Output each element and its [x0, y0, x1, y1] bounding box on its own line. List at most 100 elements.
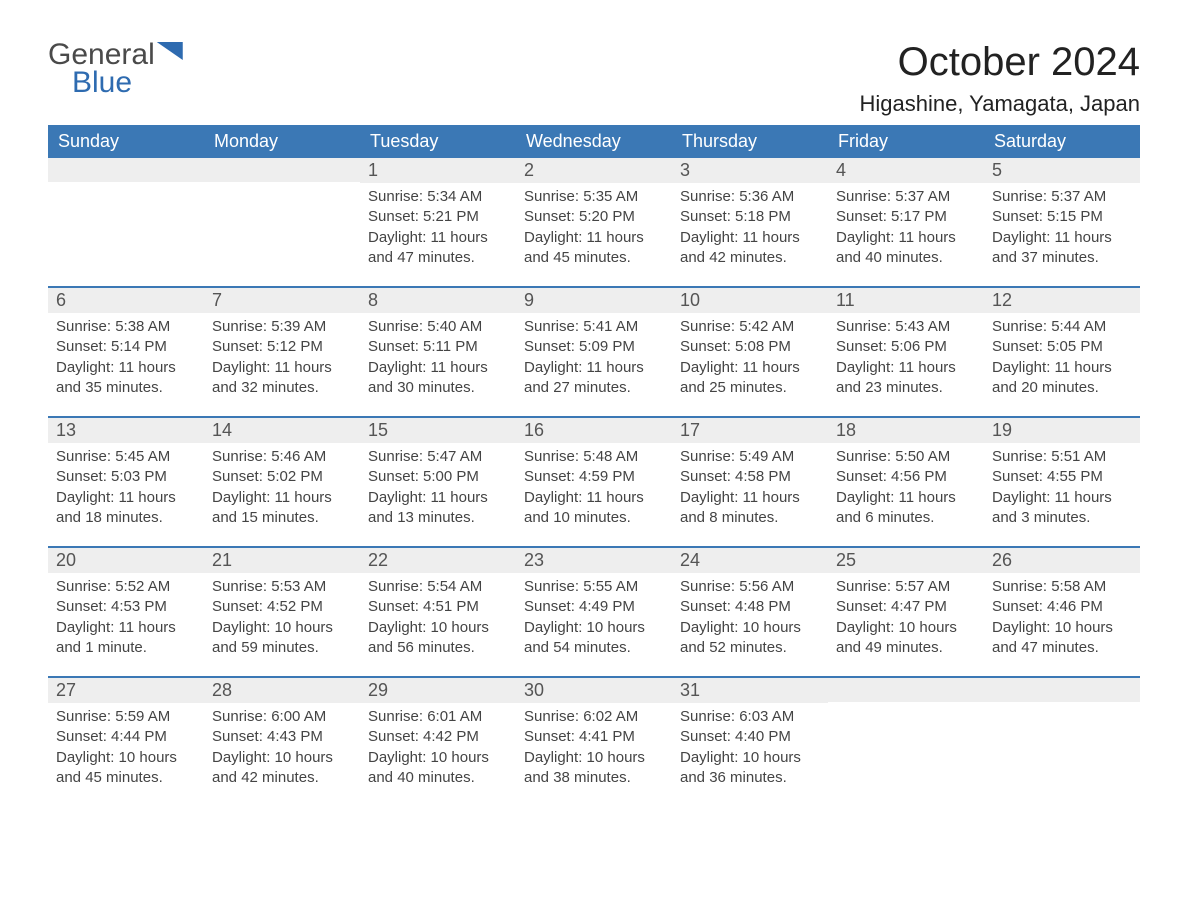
- day-number: 4: [828, 158, 984, 183]
- sunset-line: Sunset: 4:53 PM: [56, 597, 196, 617]
- weeks-container: 1Sunrise: 5:34 AMSunset: 5:21 PMDaylight…: [48, 158, 1140, 806]
- day-details: Sunrise: 5:38 AMSunset: 5:14 PMDaylight:…: [48, 313, 204, 408]
- daylight-line: Daylight: 11 hours and 3 minutes.: [992, 488, 1132, 529]
- day-details: Sunrise: 5:40 AMSunset: 5:11 PMDaylight:…: [360, 313, 516, 408]
- day-cell: 31Sunrise: 6:03 AMSunset: 4:40 PMDayligh…: [672, 678, 828, 806]
- day-cell: 22Sunrise: 5:54 AMSunset: 4:51 PMDayligh…: [360, 548, 516, 676]
- day-cell: 8Sunrise: 5:40 AMSunset: 5:11 PMDaylight…: [360, 288, 516, 416]
- daylight-line: Daylight: 11 hours and 8 minutes.: [680, 488, 820, 529]
- day-details: Sunrise: 5:59 AMSunset: 4:44 PMDaylight:…: [48, 703, 204, 798]
- dayname: Tuesday: [360, 125, 516, 158]
- sunrise-line: Sunrise: 5:38 AM: [56, 317, 196, 337]
- day-number: 7: [204, 288, 360, 313]
- day-cell: 19Sunrise: 5:51 AMSunset: 4:55 PMDayligh…: [984, 418, 1140, 546]
- day-details: Sunrise: 5:57 AMSunset: 4:47 PMDaylight:…: [828, 573, 984, 668]
- day-number: 5: [984, 158, 1140, 183]
- sunrise-line: Sunrise: 5:35 AM: [524, 187, 664, 207]
- sunrise-line: Sunrise: 5:41 AM: [524, 317, 664, 337]
- sunset-line: Sunset: 5:03 PM: [56, 467, 196, 487]
- flag-icon: [157, 42, 183, 60]
- day-cell: 26Sunrise: 5:58 AMSunset: 4:46 PMDayligh…: [984, 548, 1140, 676]
- daylight-line: Daylight: 11 hours and 37 minutes.: [992, 228, 1132, 269]
- day-number: 17: [672, 418, 828, 443]
- day-number: 31: [672, 678, 828, 703]
- daylight-line: Daylight: 11 hours and 6 minutes.: [836, 488, 976, 529]
- day-cell: 14Sunrise: 5:46 AMSunset: 5:02 PMDayligh…: [204, 418, 360, 546]
- day-cell: 16Sunrise: 5:48 AMSunset: 4:59 PMDayligh…: [516, 418, 672, 546]
- daylight-line: Daylight: 10 hours and 49 minutes.: [836, 618, 976, 659]
- sunset-line: Sunset: 5:00 PM: [368, 467, 508, 487]
- day-number: 21: [204, 548, 360, 573]
- sunrise-line: Sunrise: 6:03 AM: [680, 707, 820, 727]
- day-number: [204, 158, 360, 182]
- sunset-line: Sunset: 4:52 PM: [212, 597, 352, 617]
- day-number: [48, 158, 204, 182]
- daylight-line: Daylight: 11 hours and 35 minutes.: [56, 358, 196, 399]
- day-details: Sunrise: 5:50 AMSunset: 4:56 PMDaylight:…: [828, 443, 984, 538]
- day-cell: 30Sunrise: 6:02 AMSunset: 4:41 PMDayligh…: [516, 678, 672, 806]
- dayname: Friday: [828, 125, 984, 158]
- daylight-line: Daylight: 10 hours and 36 minutes.: [680, 748, 820, 789]
- day-cell: 18Sunrise: 5:50 AMSunset: 4:56 PMDayligh…: [828, 418, 984, 546]
- day-details: Sunrise: 5:49 AMSunset: 4:58 PMDaylight:…: [672, 443, 828, 538]
- day-details: Sunrise: 5:51 AMSunset: 4:55 PMDaylight:…: [984, 443, 1140, 538]
- day-number: [828, 678, 984, 702]
- day-details: Sunrise: 5:53 AMSunset: 4:52 PMDaylight:…: [204, 573, 360, 668]
- day-number: 10: [672, 288, 828, 313]
- daylight-line: Daylight: 11 hours and 42 minutes.: [680, 228, 820, 269]
- sunset-line: Sunset: 5:17 PM: [836, 207, 976, 227]
- day-number: 3: [672, 158, 828, 183]
- sunrise-line: Sunrise: 5:36 AM: [680, 187, 820, 207]
- sunset-line: Sunset: 4:40 PM: [680, 727, 820, 747]
- sunset-line: Sunset: 5:21 PM: [368, 207, 508, 227]
- day-cell: [828, 678, 984, 806]
- day-details: Sunrise: 5:52 AMSunset: 4:53 PMDaylight:…: [48, 573, 204, 668]
- day-details: Sunrise: 6:02 AMSunset: 4:41 PMDaylight:…: [516, 703, 672, 798]
- sunrise-line: Sunrise: 5:37 AM: [836, 187, 976, 207]
- sunset-line: Sunset: 4:49 PM: [524, 597, 664, 617]
- sunset-line: Sunset: 4:56 PM: [836, 467, 976, 487]
- sunset-line: Sunset: 5:18 PM: [680, 207, 820, 227]
- day-number: 11: [828, 288, 984, 313]
- sunrise-line: Sunrise: 5:42 AM: [680, 317, 820, 337]
- sunset-line: Sunset: 5:08 PM: [680, 337, 820, 357]
- sunset-line: Sunset: 4:58 PM: [680, 467, 820, 487]
- day-number: 14: [204, 418, 360, 443]
- daylight-line: Daylight: 10 hours and 42 minutes.: [212, 748, 352, 789]
- daylight-line: Daylight: 11 hours and 25 minutes.: [680, 358, 820, 399]
- day-number: 1: [360, 158, 516, 183]
- daylight-line: Daylight: 11 hours and 40 minutes.: [836, 228, 976, 269]
- day-details: Sunrise: 5:37 AMSunset: 5:17 PMDaylight:…: [828, 183, 984, 278]
- day-details: Sunrise: 6:03 AMSunset: 4:40 PMDaylight:…: [672, 703, 828, 798]
- sunset-line: Sunset: 5:15 PM: [992, 207, 1132, 227]
- daylight-line: Daylight: 11 hours and 27 minutes.: [524, 358, 664, 399]
- day-cell: [204, 158, 360, 286]
- sunrise-line: Sunrise: 5:40 AM: [368, 317, 508, 337]
- day-cell: 23Sunrise: 5:55 AMSunset: 4:49 PMDayligh…: [516, 548, 672, 676]
- day-details: Sunrise: 5:47 AMSunset: 5:00 PMDaylight:…: [360, 443, 516, 538]
- day-number: 26: [984, 548, 1140, 573]
- week-row: 6Sunrise: 5:38 AMSunset: 5:14 PMDaylight…: [48, 286, 1140, 416]
- day-cell: 12Sunrise: 5:44 AMSunset: 5:05 PMDayligh…: [984, 288, 1140, 416]
- week-row: 1Sunrise: 5:34 AMSunset: 5:21 PMDaylight…: [48, 158, 1140, 286]
- day-cell: 29Sunrise: 6:01 AMSunset: 4:42 PMDayligh…: [360, 678, 516, 806]
- day-cell: 9Sunrise: 5:41 AMSunset: 5:09 PMDaylight…: [516, 288, 672, 416]
- daylight-line: Daylight: 11 hours and 32 minutes.: [212, 358, 352, 399]
- sunset-line: Sunset: 4:44 PM: [56, 727, 196, 747]
- day-cell: 25Sunrise: 5:57 AMSunset: 4:47 PMDayligh…: [828, 548, 984, 676]
- daylight-line: Daylight: 11 hours and 23 minutes.: [836, 358, 976, 399]
- daylight-line: Daylight: 11 hours and 10 minutes.: [524, 488, 664, 529]
- sunset-line: Sunset: 5:06 PM: [836, 337, 976, 357]
- day-number: [984, 678, 1140, 702]
- daylight-line: Daylight: 11 hours and 30 minutes.: [368, 358, 508, 399]
- day-cell: 17Sunrise: 5:49 AMSunset: 4:58 PMDayligh…: [672, 418, 828, 546]
- day-details: Sunrise: 5:45 AMSunset: 5:03 PMDaylight:…: [48, 443, 204, 538]
- sunrise-line: Sunrise: 5:58 AM: [992, 577, 1132, 597]
- sunrise-line: Sunrise: 5:51 AM: [992, 447, 1132, 467]
- day-number: 15: [360, 418, 516, 443]
- dayname: Saturday: [984, 125, 1140, 158]
- sunset-line: Sunset: 4:51 PM: [368, 597, 508, 617]
- day-cell: 6Sunrise: 5:38 AMSunset: 5:14 PMDaylight…: [48, 288, 204, 416]
- sunset-line: Sunset: 4:41 PM: [524, 727, 664, 747]
- sunrise-line: Sunrise: 5:52 AM: [56, 577, 196, 597]
